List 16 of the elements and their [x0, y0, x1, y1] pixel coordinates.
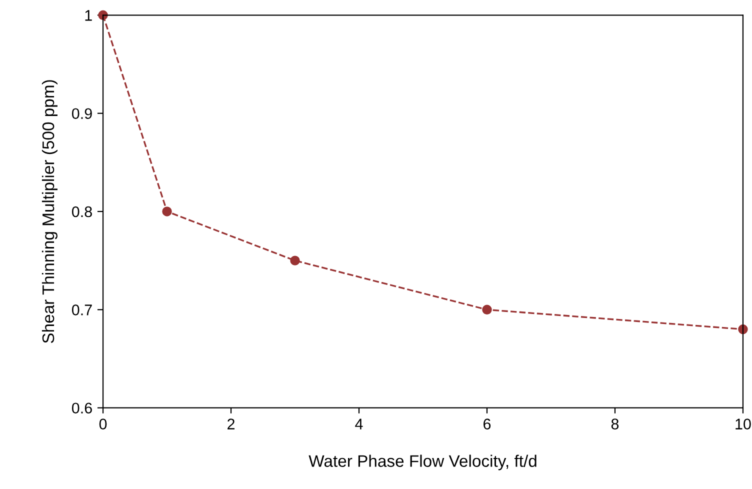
x-tick-label: 4 — [355, 418, 363, 430]
y-tick-label: 0.9 — [72, 108, 92, 120]
y-tick-label: 0.7 — [72, 304, 92, 316]
x-axis-title: Water Phase Flow Velocity, ft/d — [308, 454, 536, 470]
point — [482, 304, 492, 315]
x-tick-label: 8 — [611, 418, 619, 430]
x-tick-label: 10 — [736, 418, 751, 430]
point — [290, 256, 300, 266]
x-tick-label: 2 — [228, 418, 234, 430]
x-tick-label: 0 — [99, 418, 107, 430]
y-axis-title: Shear Thinning Multiplier (500 ppm) — [42, 80, 58, 344]
y-tick-label: 0.6 — [72, 402, 92, 414]
x-tick-label: 6 — [484, 418, 491, 430]
y-tick-label: 1 — [85, 10, 92, 21]
point — [162, 206, 172, 216]
y-tick-label: 0.8 — [72, 206, 92, 218]
